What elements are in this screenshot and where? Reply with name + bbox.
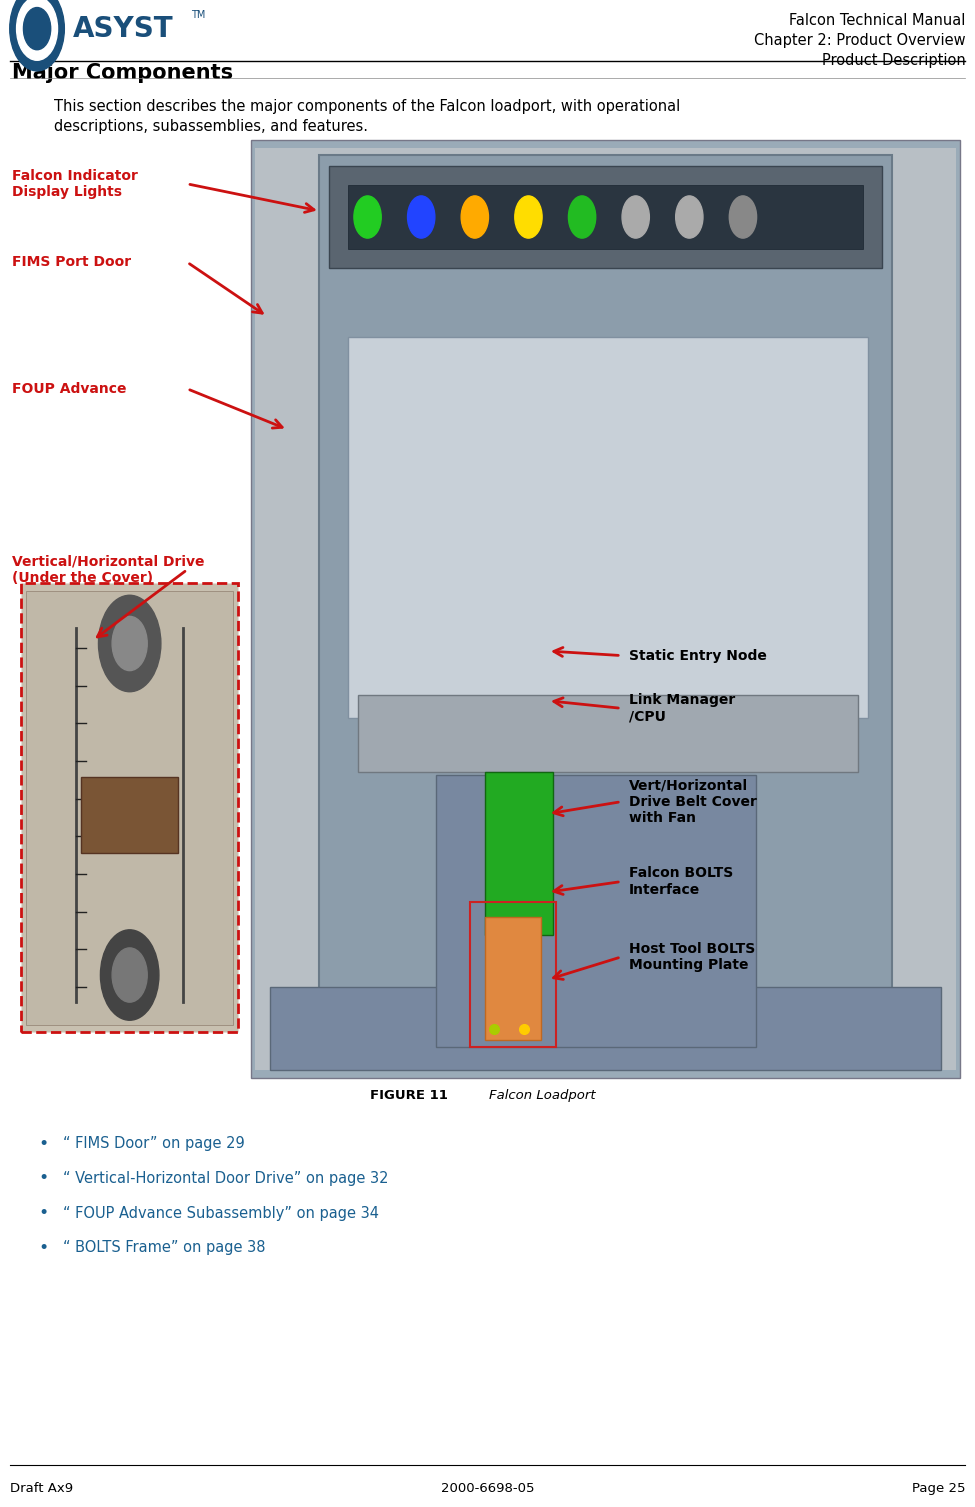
Text: “ FIMS Door” on page 29: “ FIMS Door” on page 29 xyxy=(63,1136,245,1151)
FancyBboxPatch shape xyxy=(26,591,233,1025)
Text: Product Description: Product Description xyxy=(822,53,965,68)
FancyBboxPatch shape xyxy=(485,772,553,936)
Text: Page 25: Page 25 xyxy=(912,1483,965,1495)
Text: Vert/Horizontal
Drive Belt Cover
with Fan: Vert/Horizontal Drive Belt Cover with Fa… xyxy=(629,779,757,824)
Circle shape xyxy=(10,0,64,71)
Text: Host Tool BOLTS
Mounting Plate: Host Tool BOLTS Mounting Plate xyxy=(629,942,755,972)
FancyBboxPatch shape xyxy=(358,695,858,772)
Text: Falcon Indicator
Display Lights: Falcon Indicator Display Lights xyxy=(12,169,137,199)
Circle shape xyxy=(461,196,488,238)
Text: This section describes the major components of the Falcon loadport, with operati: This section describes the major compone… xyxy=(54,99,680,115)
Text: •: • xyxy=(39,1169,49,1188)
Circle shape xyxy=(515,196,542,238)
Text: Static Entry Node: Static Entry Node xyxy=(629,648,766,663)
Circle shape xyxy=(676,196,703,238)
Text: FIGURE 11: FIGURE 11 xyxy=(370,1090,448,1102)
Circle shape xyxy=(112,616,147,671)
Circle shape xyxy=(17,0,58,60)
Circle shape xyxy=(23,8,51,50)
FancyBboxPatch shape xyxy=(251,140,960,1078)
Text: FIMS Port Door: FIMS Port Door xyxy=(12,255,131,270)
Text: •: • xyxy=(39,1204,49,1222)
FancyBboxPatch shape xyxy=(319,155,892,1062)
Text: •: • xyxy=(39,1135,49,1153)
Circle shape xyxy=(622,196,649,238)
Text: Major Components: Major Components xyxy=(12,63,233,83)
FancyBboxPatch shape xyxy=(255,148,956,1070)
Text: “ BOLTS Frame” on page 38: “ BOLTS Frame” on page 38 xyxy=(63,1240,266,1255)
Text: FOUP Advance: FOUP Advance xyxy=(12,381,126,396)
Text: descriptions, subassemblies, and features.: descriptions, subassemblies, and feature… xyxy=(54,119,368,134)
Text: Falcon Loadport: Falcon Loadport xyxy=(472,1090,596,1102)
Text: Chapter 2: Product Overview: Chapter 2: Product Overview xyxy=(754,33,965,48)
Text: Vertical/Horizontal Drive
(Under the Cover): Vertical/Horizontal Drive (Under the Cov… xyxy=(12,555,204,585)
Circle shape xyxy=(354,196,381,238)
Circle shape xyxy=(729,196,757,238)
Circle shape xyxy=(98,595,161,692)
Text: TM: TM xyxy=(191,11,206,20)
FancyBboxPatch shape xyxy=(81,778,178,853)
Text: Falcon BOLTS
Interface: Falcon BOLTS Interface xyxy=(629,867,733,897)
FancyBboxPatch shape xyxy=(21,583,238,1032)
Circle shape xyxy=(112,948,147,1002)
FancyBboxPatch shape xyxy=(329,166,882,268)
Text: ASYST: ASYST xyxy=(73,15,174,42)
Text: “ FOUP Advance Subassembly” on page 34: “ FOUP Advance Subassembly” on page 34 xyxy=(63,1206,379,1221)
FancyBboxPatch shape xyxy=(485,918,541,1040)
Text: Falcon Technical Manual: Falcon Technical Manual xyxy=(789,12,965,27)
FancyBboxPatch shape xyxy=(348,336,868,717)
FancyBboxPatch shape xyxy=(270,987,941,1070)
FancyBboxPatch shape xyxy=(348,185,863,249)
Circle shape xyxy=(408,196,435,238)
Text: 2000-6698-05: 2000-6698-05 xyxy=(441,1483,534,1495)
Text: “ Vertical-Horizontal Door Drive” on page 32: “ Vertical-Horizontal Door Drive” on pag… xyxy=(63,1171,389,1186)
FancyBboxPatch shape xyxy=(436,775,756,1047)
Text: •: • xyxy=(39,1239,49,1257)
Text: Link Manager
/CPU: Link Manager /CPU xyxy=(629,693,735,723)
Circle shape xyxy=(568,196,596,238)
Text: Draft Ax9: Draft Ax9 xyxy=(10,1483,73,1495)
Circle shape xyxy=(100,930,159,1020)
